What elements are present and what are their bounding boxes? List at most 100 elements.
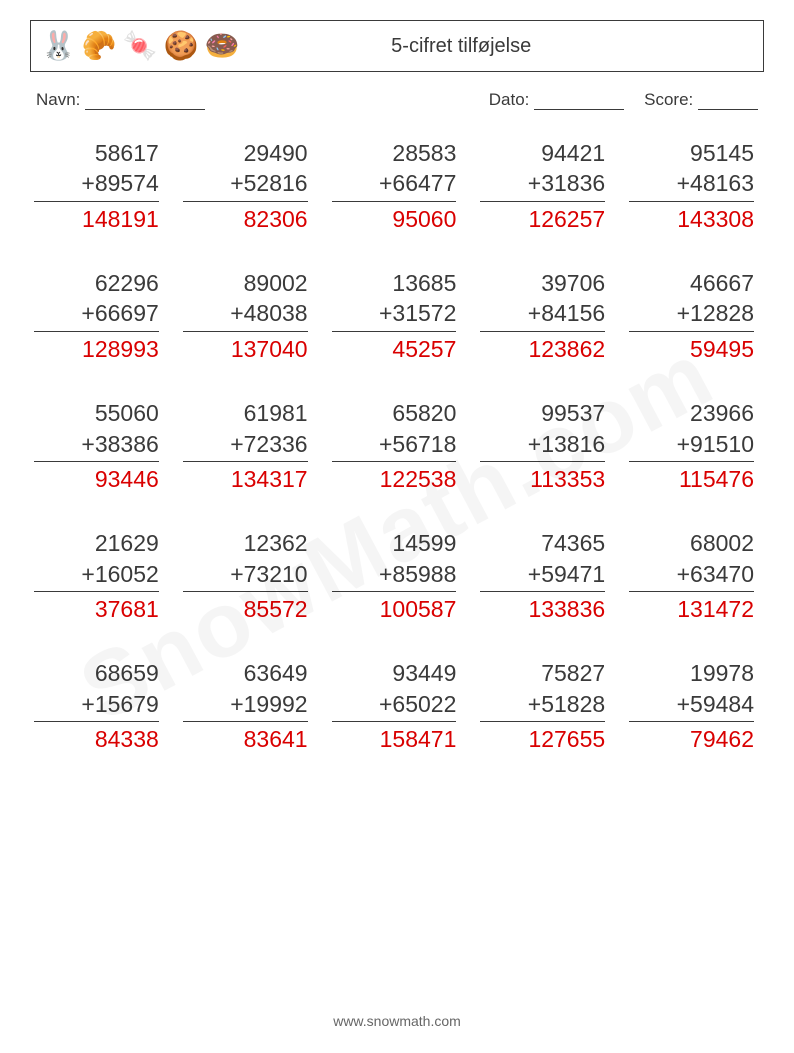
- answer: 84338: [34, 722, 159, 754]
- operand-1: 65820: [332, 398, 457, 428]
- addition-problem: 23966+91510115476: [629, 398, 760, 494]
- answer: 95060: [332, 202, 457, 234]
- operand-2: +51828: [480, 689, 605, 722]
- answer: 59495: [629, 332, 754, 364]
- answer: 131472: [629, 592, 754, 624]
- addition-problem: 58617+89574148191: [34, 138, 165, 234]
- operand-1: 63649: [183, 658, 308, 688]
- operand-1: 14599: [332, 528, 457, 558]
- answer: 100587: [332, 592, 457, 624]
- score-label: Score:: [644, 90, 758, 110]
- answer: 85572: [183, 592, 308, 624]
- addition-problem: 28583+6647795060: [332, 138, 463, 234]
- addition-problem: 65820+56718122538: [332, 398, 463, 494]
- answer: 82306: [183, 202, 308, 234]
- operand-2: +85988: [332, 559, 457, 592]
- score-blank[interactable]: [698, 91, 758, 110]
- answer: 45257: [332, 332, 457, 364]
- header-box: 🐰🥐🍬🍪🍩 5-cifret tilføjelse: [30, 20, 764, 72]
- name-label-text: Navn:: [36, 90, 80, 109]
- addition-problem: 39706+84156123862: [480, 268, 611, 364]
- score-label-text: Score:: [644, 90, 693, 109]
- addition-problem: 63649+1999283641: [183, 658, 314, 754]
- addition-problem: 93449+65022158471: [332, 658, 463, 754]
- operand-2: +13816: [480, 429, 605, 462]
- name-blank[interactable]: [85, 91, 205, 110]
- addition-problem: 89002+48038137040: [183, 268, 314, 364]
- operand-1: 93449: [332, 658, 457, 688]
- answer: 127655: [480, 722, 605, 754]
- operand-2: +91510: [629, 429, 754, 462]
- addition-problem: 74365+59471133836: [480, 528, 611, 624]
- bunny-icon: 🐰: [41, 32, 76, 60]
- worksheet-page: 🐰🥐🍬🍪🍩 5-cifret tilføjelse Navn: Dato: Sc…: [0, 0, 794, 1053]
- operand-2: +56718: [332, 429, 457, 462]
- operand-1: 13685: [332, 268, 457, 298]
- operand-1: 28583: [332, 138, 457, 168]
- footer-link[interactable]: www.snowmath.com: [0, 1013, 794, 1029]
- answer: 123862: [480, 332, 605, 364]
- operand-2: +12828: [629, 298, 754, 331]
- operand-1: 74365: [480, 528, 605, 558]
- info-right: Dato: Score:: [489, 90, 758, 110]
- operand-1: 19978: [629, 658, 754, 688]
- answer: 128993: [34, 332, 159, 364]
- operand-1: 95145: [629, 138, 754, 168]
- answer: 126257: [480, 202, 605, 234]
- addition-problem: 19978+5948479462: [629, 658, 760, 754]
- addition-problem: 68002+63470131472: [629, 528, 760, 624]
- operand-2: +63470: [629, 559, 754, 592]
- answer: 79462: [629, 722, 754, 754]
- addition-problem: 46667+1282859495: [629, 268, 760, 364]
- info-left: Navn:: [36, 90, 205, 110]
- operand-1: 21629: [34, 528, 159, 558]
- addition-problem: 13685+3157245257: [332, 268, 463, 364]
- operand-1: 12362: [183, 528, 308, 558]
- addition-problem: 55060+3838693446: [34, 398, 165, 494]
- answer: 158471: [332, 722, 457, 754]
- operand-1: 39706: [480, 268, 605, 298]
- answer: 37681: [34, 592, 159, 624]
- answer: 93446: [34, 462, 159, 494]
- operand-2: +72336: [183, 429, 308, 462]
- operand-2: +59471: [480, 559, 605, 592]
- answer: 83641: [183, 722, 308, 754]
- answer: 133836: [480, 592, 605, 624]
- operand-2: +31572: [332, 298, 457, 331]
- operand-2: +66477: [332, 168, 457, 201]
- answer: 115476: [629, 462, 754, 494]
- answer: 134317: [183, 462, 308, 494]
- operand-2: +89574: [34, 168, 159, 201]
- answer: 137040: [183, 332, 308, 364]
- operand-1: 29490: [183, 138, 308, 168]
- date-label-text: Dato:: [489, 90, 530, 109]
- worksheet-title: 5-cifret tilføjelse: [179, 35, 743, 58]
- operand-1: 68002: [629, 528, 754, 558]
- operand-2: +48038: [183, 298, 308, 331]
- operand-2: +66697: [34, 298, 159, 331]
- operand-2: +59484: [629, 689, 754, 722]
- operand-2: +16052: [34, 559, 159, 592]
- addition-problem: 99537+13816113353: [480, 398, 611, 494]
- addition-problem: 21629+1605237681: [34, 528, 165, 624]
- addition-problem: 62296+66697128993: [34, 268, 165, 364]
- operand-1: 62296: [34, 268, 159, 298]
- croissant-icon: 🥐: [82, 32, 117, 60]
- addition-problem: 12362+7321085572: [183, 528, 314, 624]
- candycane-icon: 🍬: [123, 32, 158, 60]
- operand-1: 94421: [480, 138, 605, 168]
- operand-1: 46667: [629, 268, 754, 298]
- answer: 148191: [34, 202, 159, 234]
- operand-1: 58617: [34, 138, 159, 168]
- answer: 122538: [332, 462, 457, 494]
- operand-1: 61981: [183, 398, 308, 428]
- addition-problem: 29490+5281682306: [183, 138, 314, 234]
- operand-2: +15679: [34, 689, 159, 722]
- operand-1: 55060: [34, 398, 159, 428]
- problems-grid: 58617+8957414819129490+528168230628583+6…: [30, 138, 764, 754]
- operand-2: +73210: [183, 559, 308, 592]
- answer: 113353: [480, 462, 605, 494]
- operand-1: 75827: [480, 658, 605, 688]
- date-blank[interactable]: [534, 91, 624, 110]
- operand-2: +65022: [332, 689, 457, 722]
